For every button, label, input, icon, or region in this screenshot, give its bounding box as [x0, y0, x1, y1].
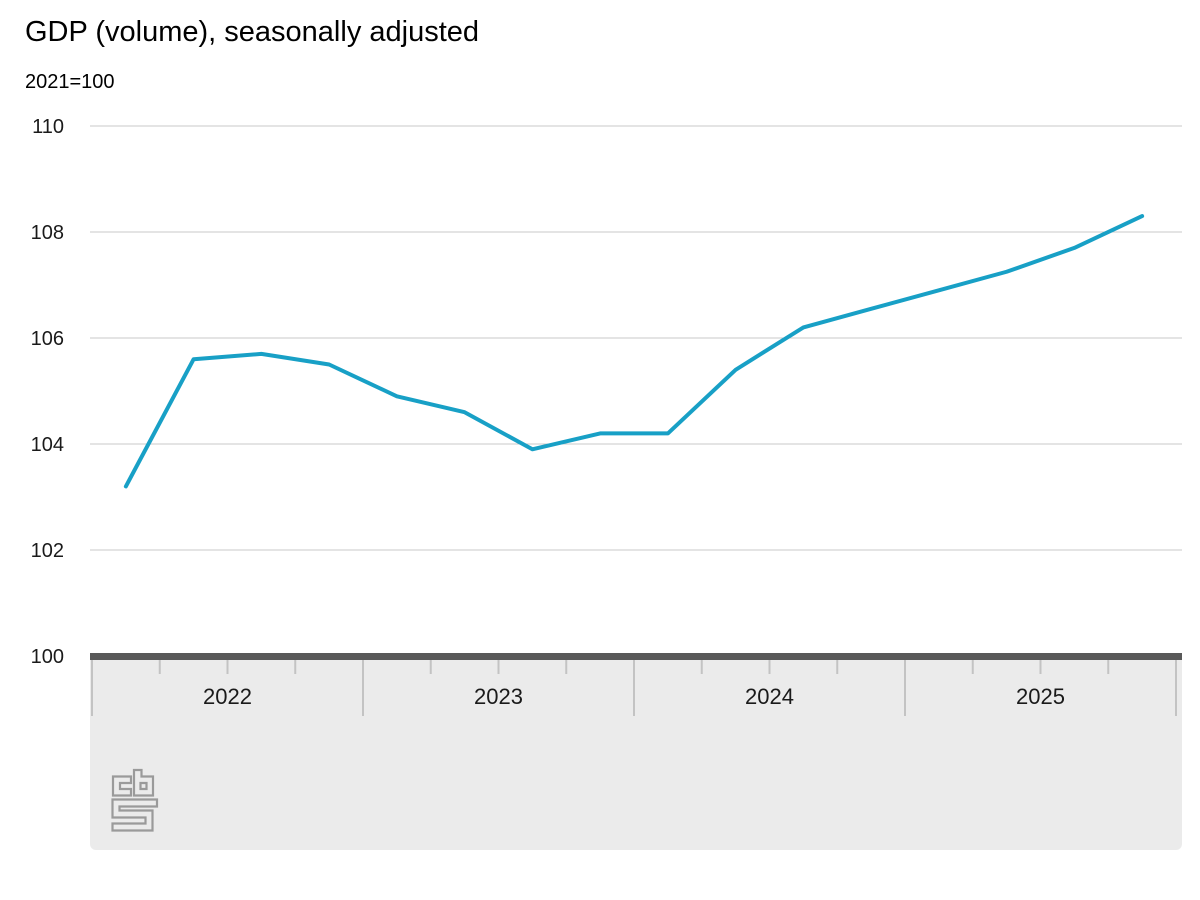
- cbs-logo-b: [132, 768, 155, 797]
- cbs-logo-c: [111, 775, 133, 797]
- x-axis-year-label-2022: 2022: [203, 684, 252, 709]
- y-gridlines: [90, 125, 1182, 551]
- x-axis-year-label-2024: 2024: [745, 684, 794, 709]
- y-axis-labels: 110 108 106 104 102 100: [31, 116, 64, 668]
- chart-subtitle: 2021=100: [25, 71, 115, 93]
- cbs-logo-s: [111, 798, 159, 832]
- chart-title: GDP (volume), seasonally adjusted: [25, 16, 480, 48]
- x-axis-ticks: [91, 660, 1177, 716]
- x-axis-year-labels: 2022 2023 2024 2025: [203, 684, 1065, 709]
- y-axis-label-102: 102: [31, 540, 64, 562]
- x-axis-year-label-2025: 2025: [1016, 684, 1065, 709]
- y-axis-label-110: 110: [32, 116, 64, 138]
- cbs-logo: [111, 768, 159, 832]
- y-axis-label-106: 106: [31, 328, 64, 350]
- gdp-series-line: [123, 214, 1145, 489]
- x-axis-year-label-2023: 2023: [474, 684, 523, 709]
- y-axis-label-100: 100: [31, 646, 64, 668]
- y-axis-label-108: 108: [31, 222, 64, 244]
- x-axis-baseline: [90, 653, 1182, 660]
- y-axis-label-104: 104: [31, 434, 64, 456]
